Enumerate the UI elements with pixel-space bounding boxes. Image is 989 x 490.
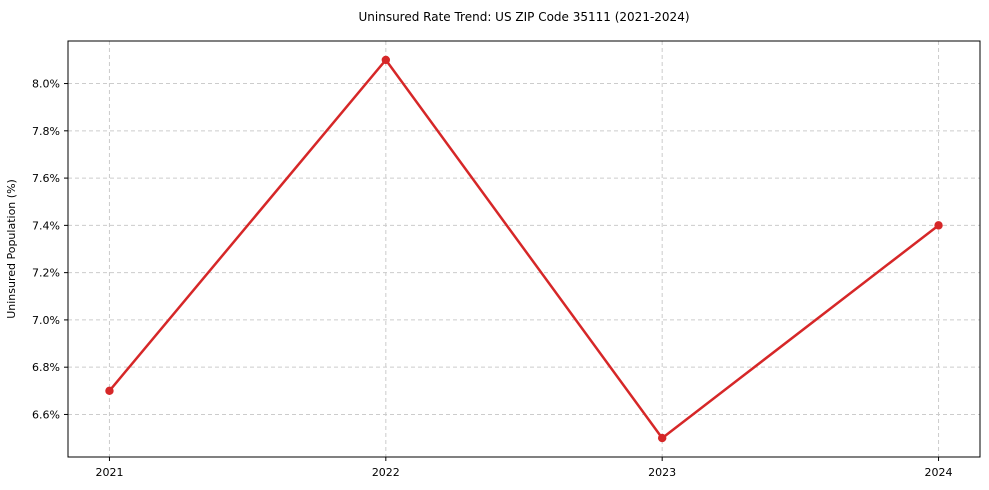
- chart-title: Uninsured Rate Trend: US ZIP Code 35111 …: [358, 10, 689, 24]
- data-series: [105, 55, 943, 443]
- x-tick-label: 2022: [372, 466, 400, 479]
- plot-border: [67, 40, 981, 458]
- y-tick-label: 8.0%: [32, 78, 60, 91]
- data-point: [657, 433, 667, 443]
- x-tick-label: 2024: [925, 466, 953, 479]
- data-point: [381, 55, 391, 65]
- trend-line: [108, 58, 940, 440]
- x-tick-label: 2023: [648, 466, 676, 479]
- y-tick-label: 7.6%: [32, 172, 60, 185]
- y-tick-label: 7.8%: [32, 125, 60, 138]
- x-tick-label: 2021: [95, 466, 123, 479]
- y-tick-label: 7.4%: [32, 219, 60, 232]
- data-point: [105, 386, 114, 396]
- axis-ticks: [64, 83, 940, 461]
- y-tick-label: 7.0%: [32, 314, 60, 327]
- y-tick-label: 7.2%: [32, 267, 60, 280]
- y-tick-label: 6.8%: [32, 361, 60, 374]
- y-axis-label: Uninsured Population (%): [5, 179, 18, 319]
- tick-labels: 6.6% 6.8% 7.0% 7.2% 7.4% 7.6% 7.8% 8.0% 2021 2022…: [32, 78, 952, 479]
- y-tick-label: 6.6%: [32, 408, 60, 421]
- data-point: [934, 221, 943, 230]
